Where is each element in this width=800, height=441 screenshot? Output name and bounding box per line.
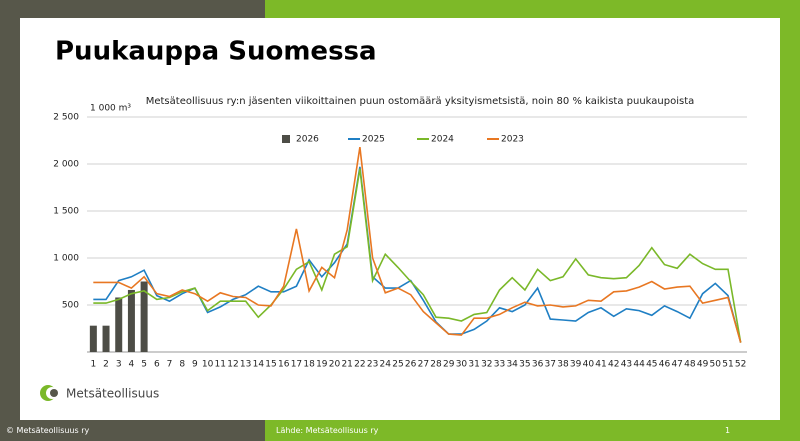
page-number: 1 — [725, 426, 731, 435]
x-tick-label: 24 — [380, 360, 392, 370]
x-tick-label: 13 — [240, 360, 251, 370]
x-tick-label: 23 — [367, 360, 378, 370]
x-tick-label: 42 — [608, 360, 619, 370]
x-tick-label: 44 — [633, 360, 645, 370]
x-tick-label: 39 — [570, 360, 582, 370]
x-tick-label: 37 — [545, 360, 556, 370]
x-tick-label: 46 — [659, 360, 671, 370]
x-tick-label: 50 — [710, 360, 722, 370]
x-tick-label: 4 — [129, 360, 135, 370]
line-series — [93, 166, 742, 343]
y-axis-label: 1 000 m³ — [90, 104, 131, 114]
x-tick-label: 35 — [519, 360, 530, 370]
x-tick-label: 36 — [532, 360, 544, 370]
x-tick-label: 8 — [179, 360, 185, 370]
chart-title: Metsäteollisuus ry:n jäsenten viikoittai… — [146, 96, 695, 107]
y-tick-label: 2 500 — [53, 113, 79, 123]
y-tick-label: 2 000 — [53, 160, 79, 170]
y-tick-label: 1 500 — [53, 207, 79, 217]
y-tick-label: 1 000 — [53, 254, 79, 264]
x-tick-label: 48 — [684, 360, 696, 370]
x-tick-label: 5 — [141, 360, 147, 370]
x-tick-label: 52 — [735, 360, 746, 370]
logo-icon — [40, 385, 58, 401]
x-tick-label: 9 — [192, 360, 198, 370]
x-tick-label: 27 — [418, 360, 429, 370]
x-tick-label: 51 — [722, 360, 733, 370]
x-tick-label: 47 — [671, 360, 682, 370]
x-tick-label: 45 — [646, 360, 657, 370]
source: Lähde: Metsäteollisuus ry — [276, 426, 379, 435]
y-tick-label: 500 — [62, 301, 79, 311]
x-tick-label: 22 — [354, 360, 365, 370]
bar — [102, 325, 110, 352]
x-tick-label: 40 — [583, 360, 595, 370]
x-tick-label: 32 — [481, 360, 492, 370]
x-tick-label: 38 — [557, 360, 569, 370]
x-tick-label: 12 — [227, 360, 238, 370]
legend-label: 2024 — [431, 135, 454, 145]
x-tick-label: 21 — [341, 360, 352, 370]
x-tick-label: 29 — [443, 360, 455, 370]
legend-label: 2023 — [501, 135, 524, 145]
slide-title: Puukauppa Suomessa — [55, 37, 377, 67]
x-tick-label: 10 — [202, 360, 214, 370]
x-tick-label: 30 — [456, 360, 468, 370]
bar — [140, 281, 148, 352]
bar — [127, 289, 135, 352]
line-series — [93, 146, 742, 343]
x-tick-label: 7 — [167, 360, 173, 370]
x-tick-label: 6 — [154, 360, 160, 370]
x-tick-label: 17 — [291, 360, 302, 370]
x-tick-label: 33 — [494, 360, 505, 370]
x-tick-label: 11 — [215, 360, 226, 370]
bar — [115, 297, 123, 352]
x-tick-label: 41 — [595, 360, 606, 370]
x-tick-label: 43 — [621, 360, 632, 370]
x-tick-label: 31 — [468, 360, 479, 370]
x-tick-label: 14 — [253, 360, 265, 370]
x-tick-label: 16 — [278, 360, 290, 370]
slide-card — [20, 18, 780, 420]
x-tick-label: 26 — [405, 360, 417, 370]
x-tick-label: 1 — [90, 360, 96, 370]
legend-label: 2026 — [296, 135, 319, 145]
x-tick-label: 18 — [303, 360, 315, 370]
x-tick-label: 28 — [430, 360, 442, 370]
x-tick-label: 20 — [329, 360, 341, 370]
x-tick-label: 49 — [697, 360, 709, 370]
legend-label: 2025 — [362, 135, 385, 145]
x-tick-label: 34 — [506, 360, 518, 370]
x-tick-label: 25 — [392, 360, 403, 370]
bar — [89, 325, 97, 352]
x-tick-label: 3 — [116, 360, 122, 370]
x-tick-label: 15 — [265, 360, 276, 370]
logo-text: Metsäteollisuus — [66, 387, 159, 401]
line-series — [93, 168, 742, 343]
copyright: © Metsäteollisuus ry — [6, 426, 90, 435]
legend-swatch — [282, 135, 290, 143]
x-tick-label: 2 — [103, 360, 109, 370]
x-tick-label: 19 — [316, 360, 328, 370]
